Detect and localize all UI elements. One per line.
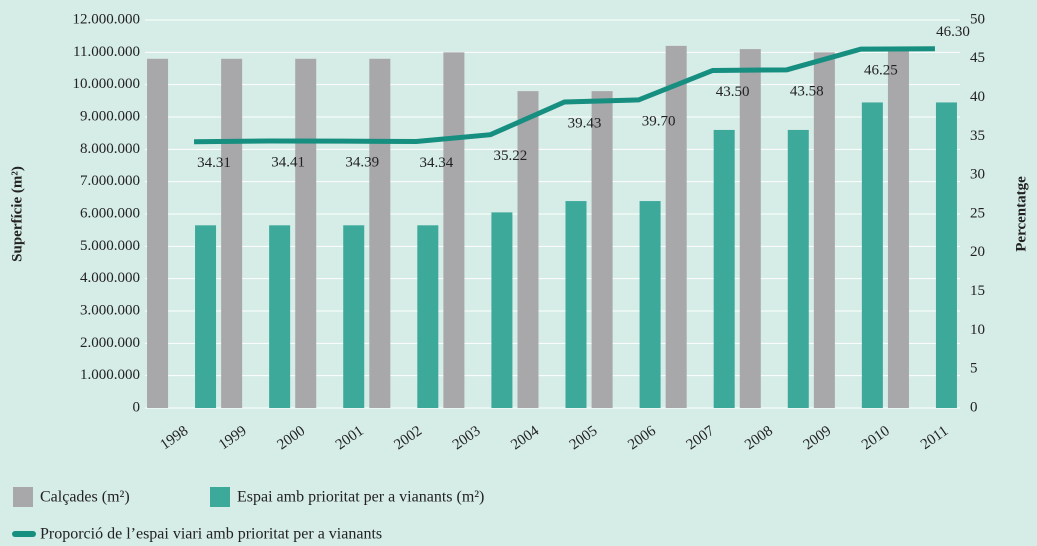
legend-label: Proporció de l’espai viari amb prioritat… xyxy=(40,526,382,543)
bar xyxy=(565,201,587,408)
data-label: 34.34 xyxy=(419,155,453,171)
y-tick-label: 1.000.000 xyxy=(80,367,140,383)
bar xyxy=(221,58,243,409)
x-tick-label: 2011 xyxy=(918,423,951,453)
y-tick-label: 3.000.000 xyxy=(80,302,140,318)
y2-tick-label: 45 xyxy=(970,50,985,66)
bar xyxy=(787,129,809,408)
bar xyxy=(739,49,761,408)
x-tick-label: 2006 xyxy=(625,423,659,454)
legend-label: Calçades (m²) xyxy=(40,489,130,506)
x-tick-label: 2003 xyxy=(450,423,484,453)
bar xyxy=(491,212,513,408)
y-tick-label: 2.000.000 xyxy=(80,335,140,351)
bar xyxy=(713,129,735,408)
data-label: 35.22 xyxy=(494,148,528,164)
y2-tick-label: 20 xyxy=(970,244,985,260)
data-label: 46.30 xyxy=(936,24,970,40)
y-tick-label: 10.000.000 xyxy=(73,76,141,92)
bar xyxy=(195,225,217,408)
y2-tick-label: 25 xyxy=(970,205,985,221)
data-label: 39.70 xyxy=(642,113,676,129)
y-axis-title: Superfície (m²) xyxy=(9,166,25,262)
y-tick-label: 11.000.000 xyxy=(73,44,140,60)
y2-tick-label: 15 xyxy=(970,283,985,299)
y-tick-label: 4.000.000 xyxy=(80,270,140,286)
line xyxy=(194,46,935,145)
y-tick-label: 9.000.000 xyxy=(80,108,140,124)
x-tick-label: 2010 xyxy=(859,423,893,453)
y-tick-label: 12.000.000 xyxy=(73,11,141,27)
y2-tick-label: 0 xyxy=(970,399,978,415)
data-label: 43.58 xyxy=(790,83,824,99)
y2-tick-label: 10 xyxy=(970,322,985,338)
y-tick-label: 8.000.000 xyxy=(80,141,140,157)
x-tick-label: 2009 xyxy=(801,423,835,453)
bar xyxy=(813,52,835,408)
y2-tick-label: 50 xyxy=(970,11,985,27)
bar xyxy=(443,52,465,408)
legend-swatch xyxy=(210,487,230,507)
bar xyxy=(517,91,539,408)
x-tick-label: 2000 xyxy=(274,423,308,453)
legend-swatch xyxy=(13,487,33,507)
data-label: 34.39 xyxy=(345,155,379,171)
x-tick-label: 2001 xyxy=(333,423,367,453)
bar xyxy=(591,91,613,408)
legend-label: Espai amb prioritat per a vianants (m²) xyxy=(237,489,484,506)
bar xyxy=(417,225,439,408)
bar xyxy=(935,102,957,408)
y2-tick-label: 35 xyxy=(970,128,985,144)
bar xyxy=(269,225,291,408)
bar xyxy=(861,102,883,408)
x-tick-label: 2004 xyxy=(508,423,542,454)
x-tick-label: 2008 xyxy=(742,423,776,453)
data-label: 39.43 xyxy=(568,115,602,131)
data-label: 34.41 xyxy=(271,154,305,170)
y-tick-label: 0 xyxy=(133,399,141,415)
y2-tick-label: 5 xyxy=(970,361,978,377)
bar xyxy=(369,58,391,409)
y-tick-label: 6.000.000 xyxy=(80,205,140,221)
y2-tick-label: 30 xyxy=(970,167,985,183)
bar xyxy=(343,225,365,408)
x-tick-label: 2007 xyxy=(684,423,718,454)
y2-tick-label: 40 xyxy=(970,89,985,105)
bar xyxy=(639,201,661,408)
y2-axis-title: Percentatge xyxy=(1013,176,1029,252)
data-label: 46.25 xyxy=(864,63,898,79)
bar xyxy=(147,58,169,409)
bar xyxy=(295,58,317,409)
x-tick-label: 1999 xyxy=(216,423,250,453)
x-tick-label: 2002 xyxy=(391,423,425,453)
x-tick-label: 2005 xyxy=(567,423,601,453)
y-tick-label: 7.000.000 xyxy=(80,173,140,189)
data-label: 43.50 xyxy=(716,84,750,100)
x-tick-label: 1998 xyxy=(158,423,192,453)
bar xyxy=(665,45,687,408)
y-tick-label: 5.000.000 xyxy=(80,238,140,254)
data-label: 34.31 xyxy=(197,155,231,171)
bar xyxy=(887,49,909,408)
